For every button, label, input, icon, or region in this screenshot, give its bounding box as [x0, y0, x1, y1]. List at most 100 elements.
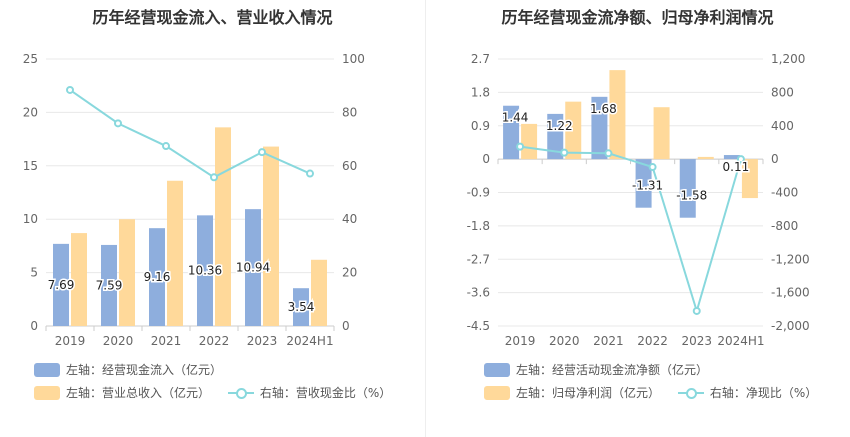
left-axis-tick-label: 0.9 — [471, 119, 490, 133]
left-axis-tick-label: 0 — [482, 152, 490, 166]
right-axis-tick-label: -2,000 — [771, 319, 810, 333]
legend-label-net-cashflow: 左轴：经营活动现金流净额（亿元） — [516, 363, 709, 377]
line-point — [692, 306, 701, 315]
line-point — [66, 85, 74, 94]
bar — [119, 219, 135, 326]
data-label: -1.58 — [676, 189, 707, 203]
x-axis-tick-label: 2024H1 — [286, 334, 333, 348]
legend-item-cash-ratio[interactable]: 右轴：营收现金比（%） — [227, 384, 392, 401]
legend-swatch-inflow — [34, 362, 60, 377]
chart-right: -4.5 -3.6 -2.7 -1.8 -0.9 0 0.9 1.8 2.7 -2,000 -1,6… — [467, 52, 810, 348]
bar — [653, 107, 670, 160]
left-axis-tick-label: 15 — [23, 159, 38, 173]
left-axis-tick-label: 20 — [23, 105, 38, 119]
bar — [101, 244, 117, 326]
line-point — [516, 142, 525, 151]
data-label: 1.22 — [546, 119, 573, 133]
data-label: 7.59 — [96, 278, 123, 292]
legend-item-net-cash-ratio[interactable]: 右轴：净现比（%） — [677, 384, 818, 401]
right-axis-tick-label: 80 — [342, 105, 357, 119]
bar — [503, 105, 520, 160]
bar — [591, 96, 608, 160]
legend-label-net-profit: 左轴：归母净利润（亿元） — [516, 386, 661, 400]
legend-swatch-net-cashflow — [484, 362, 510, 377]
right-axis-tick-label: 40 — [342, 212, 357, 226]
chart-panel-left: 历年经营现金流入、营业收入情况 0 5 10 15 20 25 0 20 40 60 80 100 20… — [23, 8, 392, 401]
left-axis-tick-label: 2.7 — [471, 52, 490, 66]
legend-swatch-net-cash-ratio — [677, 386, 704, 400]
bar — [245, 209, 261, 326]
x-axis-tick-label: 2022 — [637, 334, 668, 348]
left-axis-tick-label: 1.8 — [471, 85, 490, 99]
chart-left: 0 5 10 15 20 25 0 20 40 60 80 100 2019 2020 2021 2022 20… — [23, 52, 365, 348]
chart-panel-right: 历年经营现金流净额、归母净利润情况 -4.5 -3.6 -2.7 -1.8 -0.9 0 0… — [425, 0, 850, 437]
right-axis-tick-label: -1,600 — [771, 286, 810, 300]
line-point — [258, 148, 266, 157]
line-point — [736, 155, 745, 164]
data-label: 3.54 — [288, 300, 315, 314]
data-label: -1.31 — [632, 179, 663, 193]
legend-label-revenue: 左轴：营业总收入（亿元） — [66, 386, 211, 400]
line-point — [114, 119, 122, 128]
left-axis-tick-label: 5 — [30, 266, 38, 280]
legend-swatch-revenue — [34, 385, 60, 400]
legend-label-cash-ratio: 右轴：营收现金比（%） — [259, 386, 392, 400]
x-axis-tick-label: 2023 — [681, 334, 712, 348]
left-axis-tick-label: 25 — [23, 52, 38, 66]
x-axis-tick-label: 2024H1 — [717, 334, 764, 348]
bar — [197, 215, 213, 326]
right-axis-tick-label: 800 — [771, 85, 794, 99]
bar — [679, 159, 696, 218]
bar — [565, 101, 582, 160]
legend-item-net-cashflow[interactable]: 左轴：经营活动现金流净额（亿元） — [484, 361, 708, 378]
bar — [215, 127, 231, 327]
data-label: 0.11 — [723, 160, 750, 174]
x-axis-tick-label: 2022 — [199, 334, 230, 348]
line-point — [210, 173, 218, 182]
x-axis-tick-label: 2021 — [151, 334, 182, 348]
data-label: 1.44 — [502, 111, 529, 125]
data-label: 1.68 — [590, 102, 617, 116]
data-label: 9.16 — [144, 270, 171, 284]
line-series — [69, 89, 311, 179]
left-axis-tick-label: -1.8 — [467, 219, 490, 233]
x-axis-tick-label: 2019 — [55, 334, 86, 348]
panel-divider — [425, 0, 426, 437]
legend-swatch-net-profit — [484, 385, 510, 400]
line-point — [306, 169, 314, 178]
left-axis-tick-label: 0 — [30, 319, 38, 333]
line-point — [162, 142, 170, 151]
chart-title-left: 历年经营现金流入、营业收入情况 — [92, 8, 333, 27]
right-axis-tick-label: -1,200 — [771, 252, 810, 266]
bar — [723, 155, 740, 160]
bar — [697, 156, 714, 160]
right-axis-tick-label: 20 — [342, 266, 357, 280]
bar — [53, 243, 69, 326]
data-label: 10.94 — [236, 261, 270, 275]
bar — [167, 180, 183, 326]
left-axis-tick-label: 10 — [23, 212, 38, 226]
bar — [609, 70, 626, 160]
right-axis-tick-label: 400 — [771, 119, 794, 133]
x-axis-tick-label: 2020 — [103, 334, 134, 348]
bar — [547, 113, 564, 160]
legend-label-net-cash-ratio: 右轴：净现比（%） — [709, 386, 818, 400]
bar — [521, 123, 538, 160]
x-axis-tick-label: 2023 — [247, 334, 278, 348]
data-label: 10.36 — [188, 264, 222, 278]
right-axis-tick-label: 0 — [342, 319, 350, 333]
line-point — [560, 148, 569, 157]
bar — [741, 159, 758, 199]
legend-item-inflow[interactable]: 左轴：经营现金流入（亿元） — [34, 361, 222, 378]
left-axis-tick-label: -2.7 — [467, 252, 490, 266]
right-axis-tick-label: 0 — [771, 152, 779, 166]
right-axis-tick-label: -800 — [771, 219, 798, 233]
legend-item-net-profit[interactable]: 左轴：归母净利润（亿元） — [484, 384, 660, 401]
right-axis-tick-label: 60 — [342, 159, 357, 173]
line-point — [648, 163, 657, 172]
line-point — [604, 149, 613, 158]
chart-title-right: 历年经营现金流净额、归母净利润情况 — [501, 8, 774, 27]
legend-item-revenue[interactable]: 左轴：营业总收入（亿元） — [34, 384, 210, 401]
x-axis-tick-label: 2021 — [593, 334, 624, 348]
legend-label-inflow: 左轴：经营现金流入（亿元） — [66, 363, 223, 377]
